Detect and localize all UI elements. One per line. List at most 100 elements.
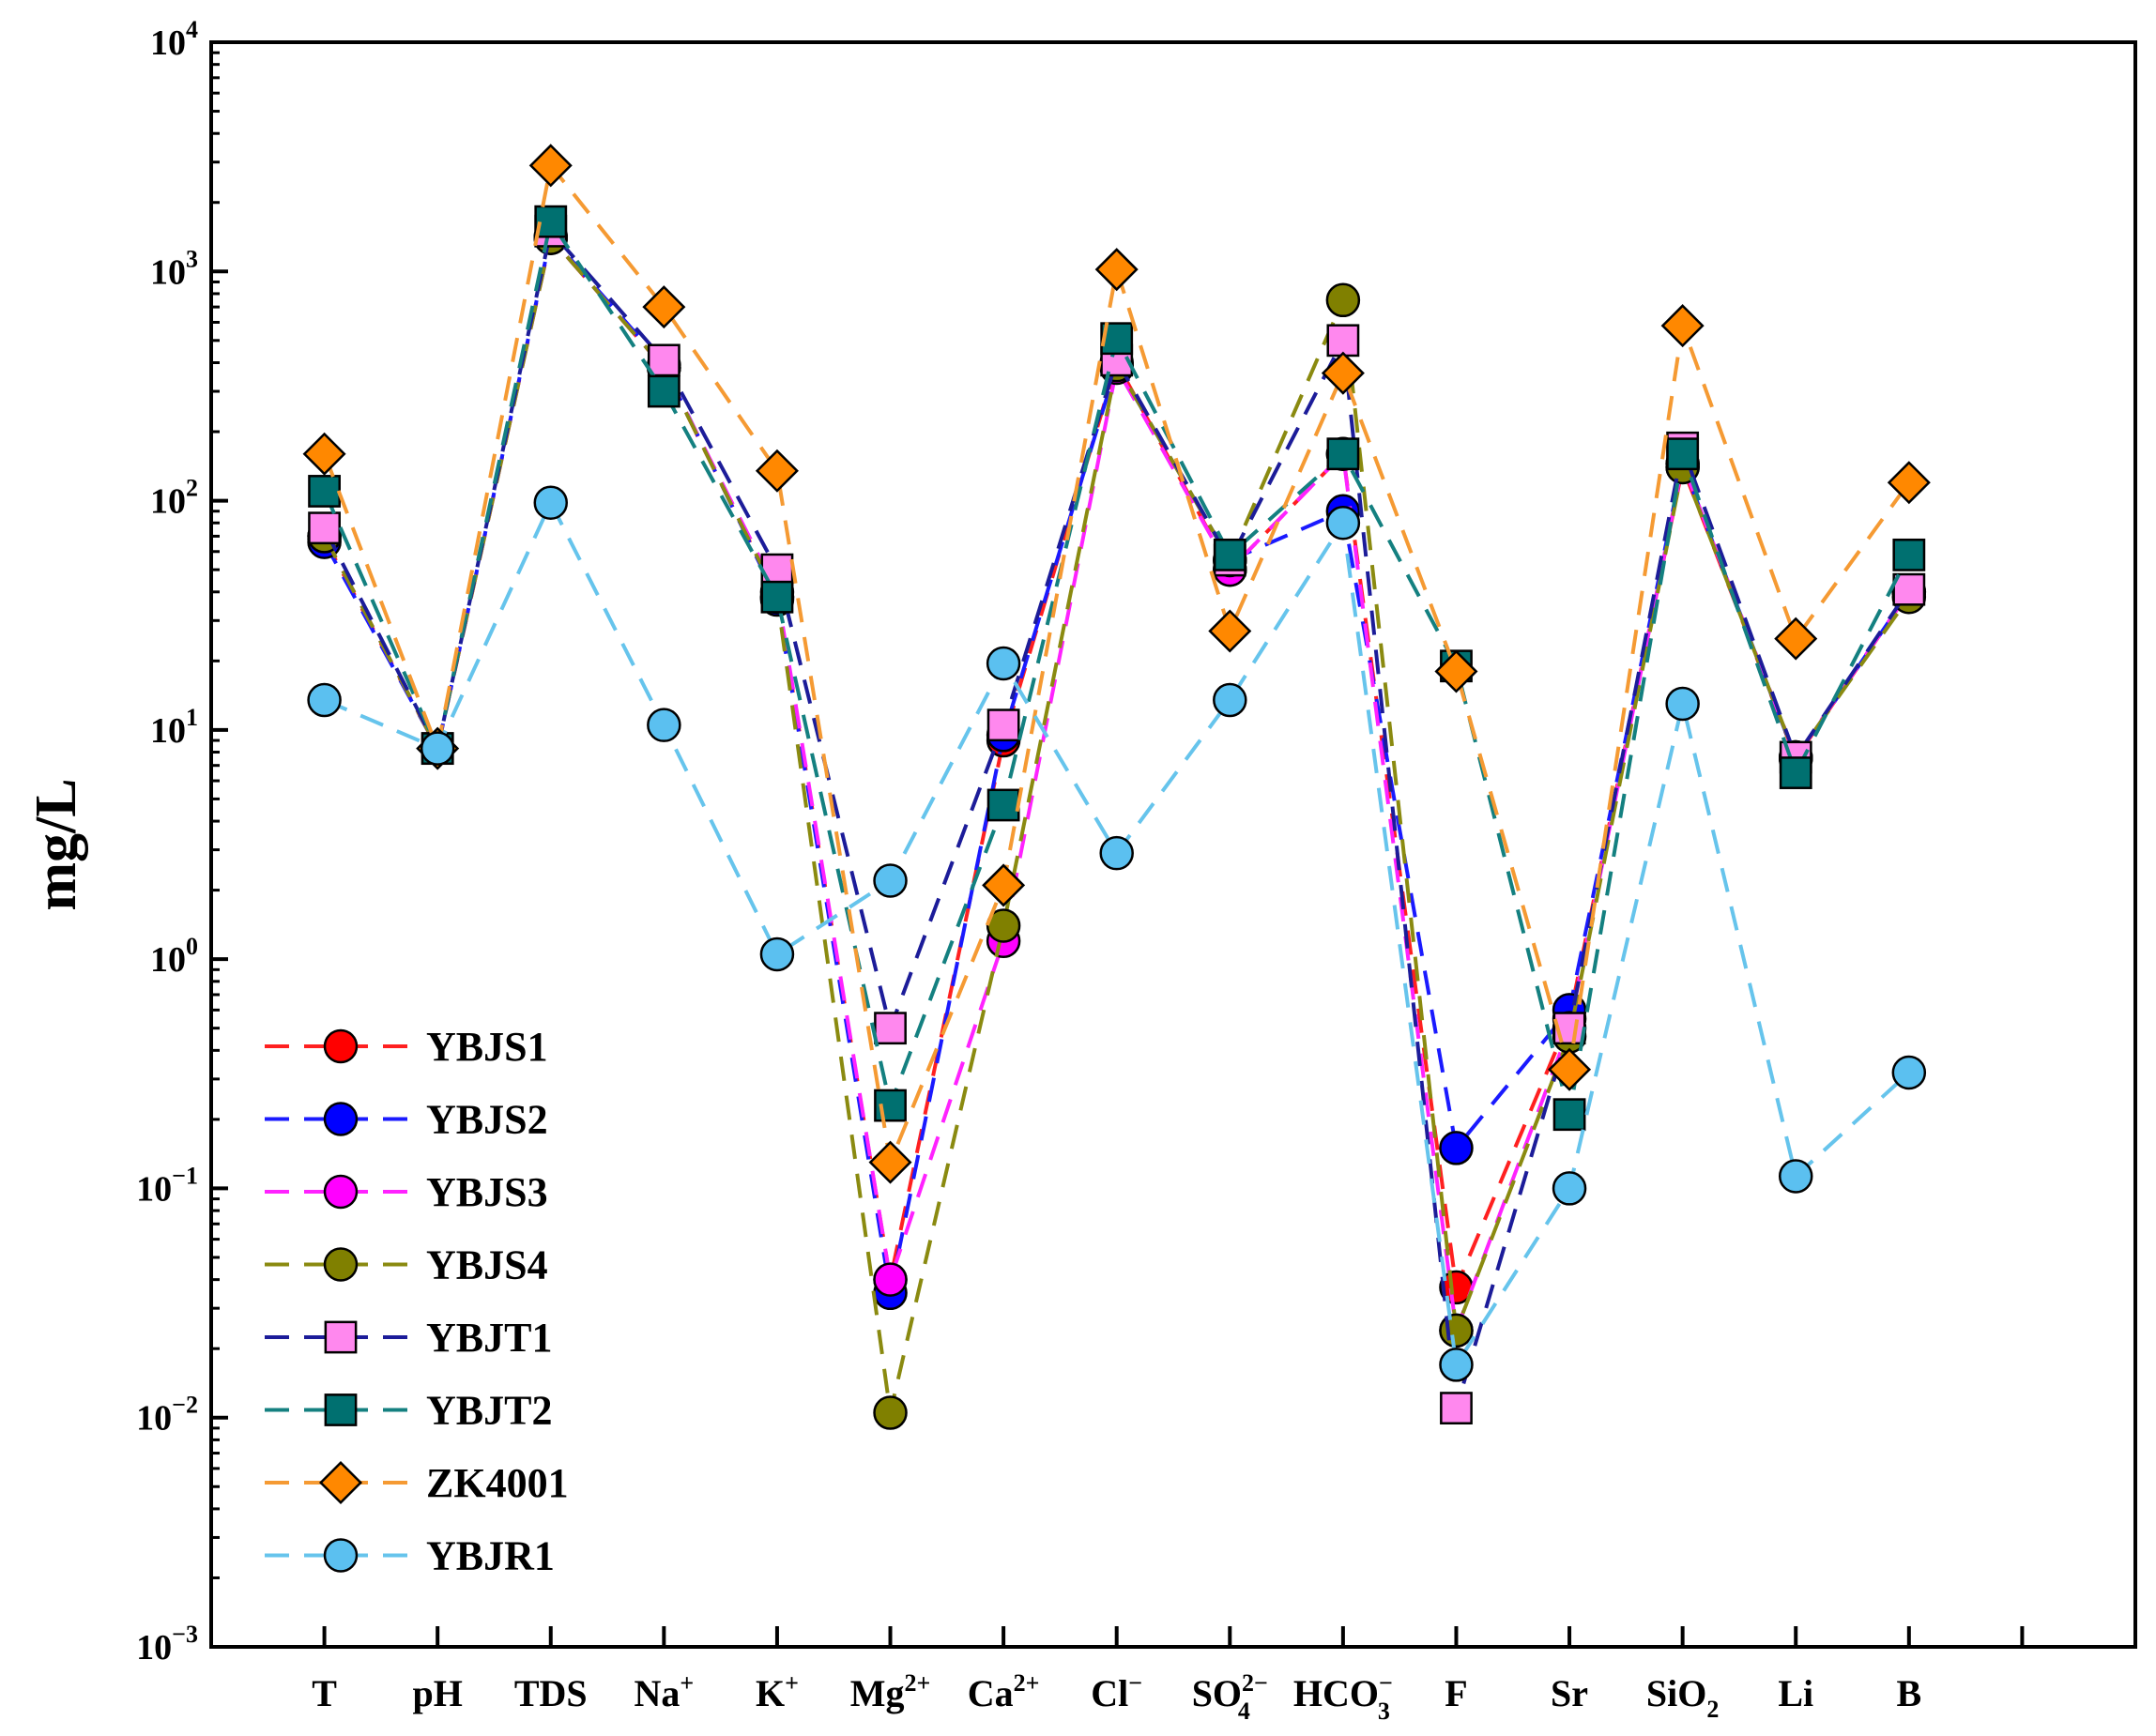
data-point <box>1892 572 1926 606</box>
y-tick-label: 101 <box>150 704 198 751</box>
data-point <box>986 646 1021 681</box>
y-axis-title: mg/L <box>24 778 88 910</box>
x-category-label: Li <box>1778 1672 1813 1714</box>
legend-label: ZK4001 <box>426 1460 569 1506</box>
data-point <box>1779 756 1812 789</box>
legend-item: YBJT2 <box>265 1388 552 1434</box>
x-category-label: SO2− 4 <box>1192 1669 1268 1725</box>
legend-label: YBJS2 <box>426 1097 548 1143</box>
x-category-label: K+ <box>756 1669 799 1714</box>
data-point <box>1208 609 1252 653</box>
data-point <box>868 1140 912 1184</box>
data-point <box>308 511 341 545</box>
legend-label: YBJS1 <box>426 1024 548 1070</box>
x-category-label: HCO− 3 <box>1293 1669 1393 1725</box>
legend-label: YBJS3 <box>426 1169 548 1215</box>
legend-item: YBJT1 <box>265 1315 552 1361</box>
data-point <box>873 1395 908 1430</box>
series-line <box>323 498 1911 1371</box>
legend-label: YBJT2 <box>426 1388 552 1434</box>
data-point <box>647 374 680 408</box>
data-point <box>1774 617 1818 661</box>
series-ybjs3 <box>307 221 1927 1348</box>
legend-marker <box>323 1102 359 1136</box>
series-line <box>322 234 1911 1295</box>
data-point <box>1326 324 1360 358</box>
legend-marker <box>323 1247 359 1282</box>
y-tick-label: 103 <box>150 245 198 292</box>
y-tick-label: 10−1 <box>136 1162 198 1209</box>
data-point <box>982 863 1026 907</box>
y-tick-label: 100 <box>150 933 198 980</box>
data-point <box>1326 437 1360 471</box>
plot-frame <box>209 40 2137 1649</box>
data-point <box>1892 538 1926 571</box>
data-point <box>1439 1131 1474 1165</box>
legend-item: YBJS2 <box>265 1097 548 1143</box>
data-point <box>873 1262 908 1297</box>
x-category-label: pH <box>412 1672 462 1714</box>
series-ybjt2 <box>308 205 1926 1132</box>
legend-label: YBJT1 <box>426 1315 552 1361</box>
data-point <box>420 731 455 766</box>
legend-label: YBJS4 <box>426 1242 548 1288</box>
data-point <box>1325 282 1361 318</box>
data-point <box>1440 1392 1473 1425</box>
data-point <box>1321 351 1365 395</box>
data-point <box>874 1012 907 1045</box>
x-category-label: Cl− <box>1091 1669 1142 1714</box>
data-point <box>642 285 686 329</box>
data-point <box>873 863 908 898</box>
series-layer <box>302 144 1931 1430</box>
data-point <box>1660 304 1705 348</box>
data-point <box>1665 686 1700 722</box>
data-point <box>302 432 346 476</box>
data-point <box>1778 1159 1813 1194</box>
series-ybjt1 <box>308 214 1926 1425</box>
x-category-label: B <box>1896 1672 1921 1714</box>
legend-marker <box>323 1538 359 1573</box>
legend-marker <box>323 1028 359 1064</box>
data-point <box>755 449 799 493</box>
legend-label: YBJR1 <box>426 1533 555 1579</box>
series-ybjs4 <box>307 221 1927 1430</box>
x-category-label: Sr <box>1551 1672 1588 1714</box>
y-tick-label: 10−2 <box>136 1392 198 1439</box>
data-point <box>533 485 569 520</box>
data-point <box>986 908 1021 943</box>
legend-marker <box>318 1460 363 1505</box>
x-category-label: F <box>1445 1672 1467 1714</box>
y-tick-label: 10−3 <box>136 1621 198 1667</box>
data-point <box>1099 835 1134 871</box>
x-category-label: T <box>312 1672 337 1714</box>
legend-marker <box>324 1320 358 1354</box>
series-line <box>322 232 1911 1294</box>
x-category-label: Mg2+ <box>850 1669 931 1714</box>
legend: YBJS1 YBJS2 YBJS3 YBJS4 YBJT1 YBJT2 ZK4001 YBJR… <box>265 1024 569 1579</box>
data-point <box>986 788 1020 822</box>
legend-item: ZK4001 <box>265 1460 569 1506</box>
legend-item: YBJR1 <box>265 1533 555 1579</box>
data-point <box>1552 1098 1586 1132</box>
legend-marker <box>323 1174 359 1210</box>
y-axis: 10−3 10−2 10−1 100 101 102 103 104 <box>136 16 228 1667</box>
data-point <box>1891 1055 1927 1090</box>
data-point <box>534 205 568 238</box>
series-line <box>322 160 1911 1169</box>
series-line <box>322 234 1911 1413</box>
data-point <box>986 708 1020 742</box>
y-tick-label: 104 <box>150 16 198 63</box>
data-point <box>308 475 341 508</box>
data-point <box>1887 461 1931 505</box>
y-tick-label: 102 <box>150 475 198 522</box>
x-category-label: SiO2 <box>1646 1672 1719 1723</box>
data-point <box>759 937 795 972</box>
data-point <box>1213 682 1247 718</box>
data-point <box>1439 1348 1474 1382</box>
x-category-label: TDS <box>514 1672 588 1714</box>
data-point <box>760 580 794 614</box>
data-point <box>1548 1047 1592 1091</box>
legend-item: YBJS4 <box>265 1242 548 1288</box>
